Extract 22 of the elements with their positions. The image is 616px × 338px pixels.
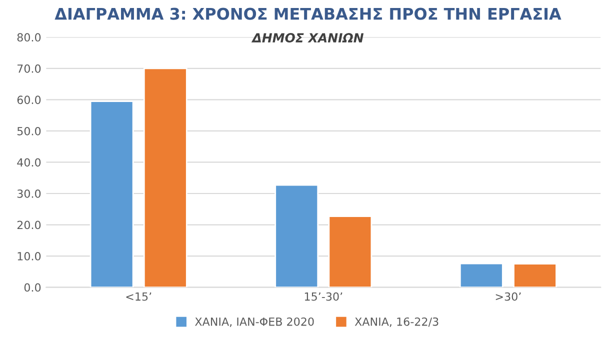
y-tick-label: 10.0 (18, 252, 41, 260)
legend-label: ΧΑΝΙΑ, 16-22/3 (354, 317, 438, 327)
bar (90, 100, 134, 288)
x-tick-label: >30’ (496, 292, 521, 301)
y-tick-label: 50.0 (17, 126, 41, 136)
y-tick-label: 30.0 (17, 189, 41, 198)
chart-subtitle: ΔΗΜΟΣ ΧΑΝΙΩΝ (251, 33, 364, 42)
bar (513, 263, 557, 288)
y-tick-label: 40.0 (17, 158, 41, 167)
y-tick-label: 70.0 (18, 64, 41, 73)
bar (328, 216, 372, 288)
bar (459, 262, 504, 288)
legend-label: ΧΑΝΙΑ, ΙΑΝ-ΦΕΒ 2020 (195, 317, 314, 327)
x-tick-label: <15’ (126, 292, 152, 301)
y-tick-label: 60.0 (17, 96, 41, 104)
bar (143, 68, 188, 288)
y-tick-label: 80.0 (17, 33, 41, 42)
y-tick-label: 20.0 (17, 220, 41, 230)
bar (274, 184, 319, 288)
chart-title: ΔΙΑΓΡΑΜΜΑ 3: ΧΡΟΝΟΣ ΜΕΤΑΒΑΣΗΣ ΠΡΟΣ ΤΗΝ ΕΡΓΑΣΙΑ (54, 8, 562, 20)
x-tick-label: 15’-30’ (304, 292, 342, 301)
y-tick-label: 0.0 (24, 283, 41, 292)
